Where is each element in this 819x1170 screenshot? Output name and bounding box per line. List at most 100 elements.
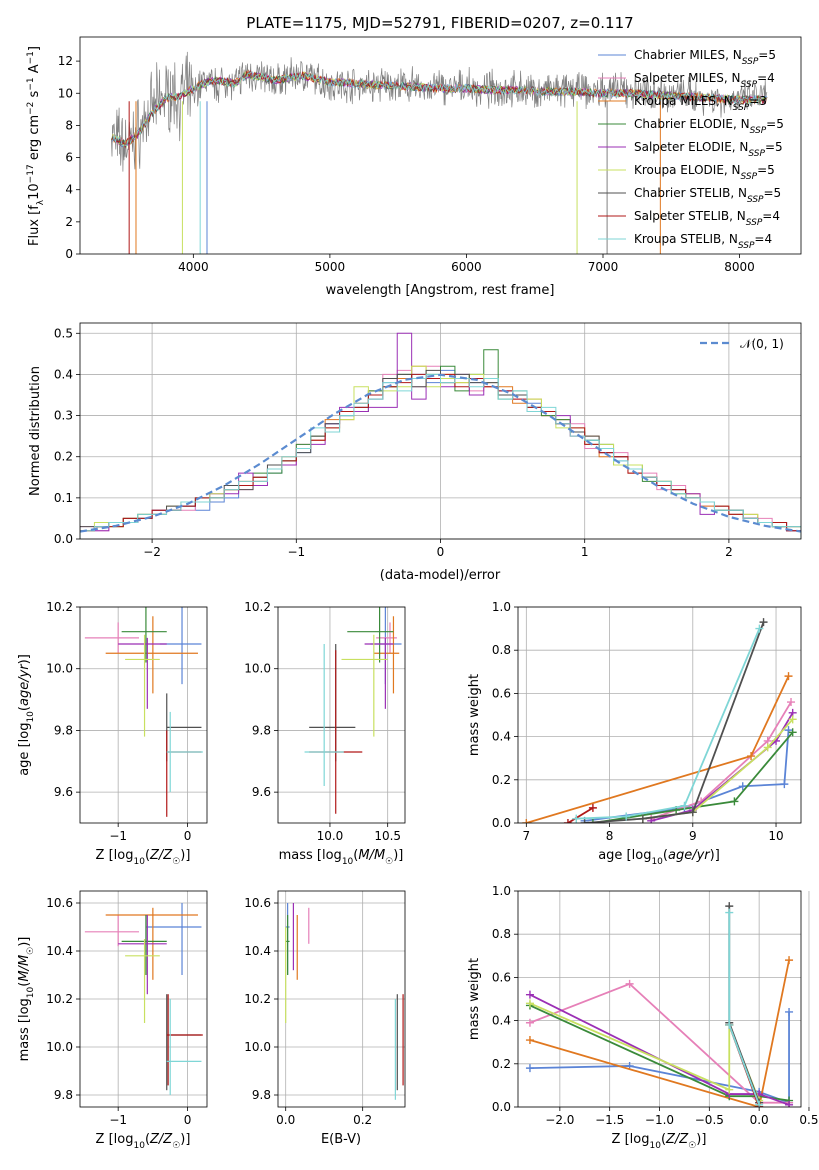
x-axis-label: E(B-V) [321,1132,361,1147]
plot-area [304,607,402,814]
y-tick-label: 0.6 [492,686,511,700]
x-tick-label: −1.5 [595,1113,624,1127]
y-tick-label: 0.6 [492,970,511,984]
weight-marker [525,1036,534,1045]
label-part: )] [393,848,403,863]
label-part: Z/Z [149,848,173,863]
label-part: =4 [754,232,772,246]
y-tick-label: 9.6 [252,785,271,799]
chart-mass-vs-ebv: 0.0 0.2 9.8 10.0 10.2 10.4 10.6 E(B-V) [244,890,406,1147]
label-part: 10 [27,183,42,200]
x-tick-label: −1 [109,1113,127,1127]
label-part: =4 [757,71,775,85]
weight-line [584,621,765,823]
y-tick-label: 0.0 [492,816,511,830]
x-tick-label: 7000 [588,260,619,274]
label-part: age/yr [668,848,711,863]
weight-marker [680,801,689,810]
y-tick-label: 10.4 [244,944,271,958]
label-part: ( [145,848,150,863]
weight-marker [638,814,647,823]
axes-frame [517,890,802,1108]
weight-marker [787,698,796,707]
legend-label: Chabrier STELIB, NSSP=5 [634,186,781,205]
label-part: SSP [738,241,755,251]
weight-marker [784,672,793,681]
label-part: ( [17,706,32,711]
label-part: N [741,117,750,131]
x-tick-label: 0 [437,545,445,559]
weight-marker [525,1018,534,1027]
chart-spectrum: 4000 5000 6000 7000 8000 0 2 4 6 8 10 12 wavelength … [26,36,802,298]
label-part: Z/Z [149,1132,173,1147]
y-tick-label: 1.0 [492,600,511,614]
plot-area [84,903,203,1095]
label-part: ] [27,46,42,51]
x-tick-label: 8000 [724,260,755,274]
label-part: log [322,848,342,863]
weight-line [529,1004,790,1102]
label-part: SSP [746,218,763,228]
label-part: ( [663,848,668,863]
weight-marker [788,715,797,724]
x-tick-label: 2 [725,545,733,559]
weight-marker [688,808,697,817]
label-part: log [17,998,32,1018]
label-part: SSP [742,57,759,67]
label-part: 10 [26,711,36,723]
weight-marker [738,782,747,791]
legend-label: Salpeter MILES, NSSP=4 [634,71,775,90]
x-tick-label: 10.0 [317,829,344,843]
label-part: N [737,209,746,223]
weight-line [576,628,761,820]
x-tick-label: 8 [606,829,614,843]
x-tick-label: 1 [581,545,589,559]
legend-label: Chabrier MILES, NSSP=5 [634,48,776,67]
weight-marker [525,990,534,999]
weight-marker [725,1085,734,1094]
legend-label: Kroupa ELODIE, NSSP=5 [634,163,775,182]
x-tick-label: −1 [287,545,305,559]
weight-marker [785,956,794,965]
legend-label: 𝒩(0, 1) [740,337,784,351]
y-axis-label: mass weight [467,674,482,756]
label-part: age/yr [17,663,32,706]
label-part: log [632,848,652,863]
label-part: ☉ [172,857,180,867]
label-part: mass [ [279,848,322,863]
label-part: )] [180,848,190,863]
y-tick-label: 0.2 [54,450,73,464]
label-part: ☉ [688,1141,696,1151]
gaussian-curve [80,373,801,533]
plot-area [525,902,794,1107]
x-axis-label: mass [log10(M/M☉)] [279,848,404,867]
label-part: erg cm [27,115,42,164]
y-tick-label: 0.0 [54,532,73,546]
x-axis-label: Z [log10(Z/Z☉)] [96,1132,191,1151]
label-part: N [724,94,733,108]
y-tick-label: 0.3 [54,409,73,423]
y-tick-label: 10.2 [46,992,73,1006]
legend-label: Salpeter STELIB, NSSP=4 [634,209,780,228]
label-part: SSP [741,80,758,90]
y-tick-label: 9.8 [252,723,271,737]
label-part: A [27,64,42,77]
y-axis-label: mass [log10(M/M☉)] [17,937,36,1062]
label-part: )] [17,654,32,664]
label-part: =4 [762,209,780,223]
weight-marker [625,979,634,988]
x-axis-label: Z [log10(Z/Z☉)] [612,1132,707,1151]
x-tick-label: 5000 [315,260,346,274]
label-part: N [733,48,742,62]
x-tick-label: −2 [143,545,161,559]
label-part: −1 [26,51,36,64]
y-axis-label: Flux [fλ10−17 erg cm−2 s−1 A−1] [26,46,46,246]
y-tick-label: 10.2 [244,600,271,614]
weight-line [567,807,594,823]
y-tick-label: 9.8 [54,723,73,737]
y-tick-label: 4 [65,183,73,197]
y-tick-label: 10.6 [46,896,73,910]
x-axis-label: Z [log10(Z/Z☉)] [96,848,191,867]
label-part: ( [145,1132,150,1147]
